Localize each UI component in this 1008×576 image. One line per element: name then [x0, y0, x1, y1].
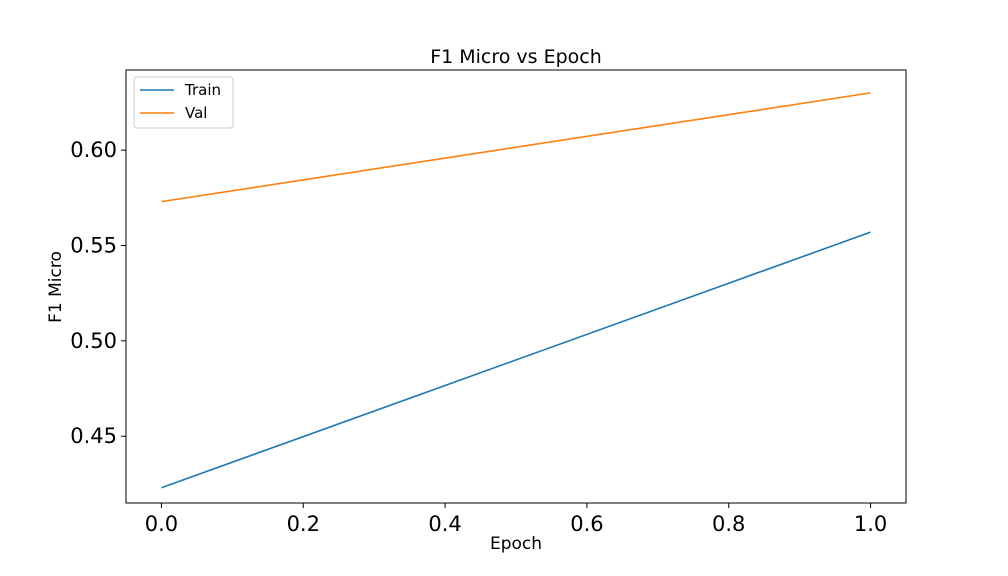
series-lines: [161, 92, 871, 489]
y-axis-ticks: 0.45 0.50 0.55 0.60: [70, 138, 126, 448]
chart-title: F1 Micro vs Epoch: [430, 46, 602, 68]
plot-frame: [125, 69, 907, 504]
x-tick-label: 0.8: [712, 512, 745, 536]
x-tick-label: 0.4: [428, 512, 461, 536]
plot-area: [125, 69, 907, 504]
series-line-val: [161, 92, 871, 203]
y-tick-label: 0.50: [70, 329, 117, 353]
x-tick-label: 0.6: [570, 512, 603, 536]
legend-label: Val: [185, 104, 207, 122]
y-tick-label: 0.55: [70, 233, 117, 257]
legend: Train Val: [133, 76, 234, 129]
y-tick-label: 0.60: [70, 138, 117, 162]
x-tick-label: 0.0: [145, 512, 178, 536]
y-axis-label: F1 Micro: [46, 251, 66, 323]
x-axis-label: Epoch: [490, 534, 542, 554]
legend-label: Train: [184, 81, 221, 99]
x-axis-ticks: 0.0 0.2 0.4 0.6 0.8 1.0: [145, 503, 887, 536]
x-tick-label: 1.0: [854, 512, 887, 536]
y-tick-label: 0.45: [70, 424, 117, 448]
x-tick-label: 0.2: [287, 512, 320, 536]
series-line-train: [161, 231, 871, 489]
